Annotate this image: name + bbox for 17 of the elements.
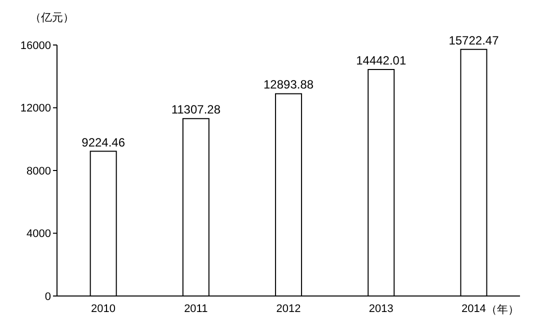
data-label: 11307.28 bbox=[171, 102, 221, 117]
x-tick-label: 2013 bbox=[368, 302, 394, 315]
data-label: 14442.01 bbox=[356, 53, 406, 68]
data-label: 15722.47 bbox=[448, 33, 500, 48]
y-tick-label: 8000 bbox=[26, 165, 51, 178]
y-tick-label: 16000 bbox=[20, 40, 51, 52]
data-label: 9224.46 bbox=[82, 135, 126, 150]
x-tick-label: 2011 bbox=[184, 302, 208, 315]
y-tick-label: 0 bbox=[44, 290, 51, 303]
y-axis-title: （亿元） bbox=[30, 11, 74, 25]
x-tick-label: 2014 bbox=[461, 302, 486, 315]
data-label: 12893.88 bbox=[264, 78, 314, 92]
x-tick-label: 2010 bbox=[91, 302, 116, 315]
y-tick-label: 12000 bbox=[20, 102, 51, 115]
x-tick-label: 2012 bbox=[276, 302, 301, 315]
y-tick-label: 4000 bbox=[26, 228, 51, 240]
x-axis-title: （年） bbox=[486, 303, 519, 317]
